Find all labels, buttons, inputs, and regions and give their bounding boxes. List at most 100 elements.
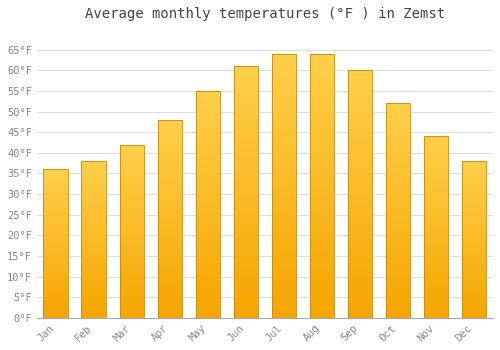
- Bar: [120, 256, 144, 259]
- Bar: [44, 235, 68, 238]
- Bar: [196, 268, 220, 273]
- Bar: [234, 222, 258, 227]
- Bar: [82, 287, 106, 290]
- Bar: [120, 314, 144, 318]
- Bar: [82, 220, 106, 224]
- Bar: [234, 172, 258, 177]
- Bar: [462, 167, 486, 170]
- Bar: [386, 138, 410, 142]
- Bar: [158, 219, 182, 223]
- Bar: [158, 203, 182, 207]
- Bar: [120, 172, 144, 176]
- Bar: [310, 260, 334, 265]
- Bar: [158, 306, 182, 310]
- Bar: [424, 310, 448, 314]
- Bar: [462, 246, 486, 249]
- Bar: [196, 236, 220, 241]
- Bar: [462, 290, 486, 293]
- Bar: [310, 102, 334, 107]
- Bar: [44, 261, 68, 264]
- Bar: [158, 278, 182, 282]
- Bar: [462, 284, 486, 287]
- Bar: [196, 309, 220, 313]
- Bar: [272, 207, 296, 212]
- Bar: [234, 308, 258, 313]
- Bar: [424, 293, 448, 296]
- Bar: [44, 229, 68, 232]
- Bar: [348, 308, 372, 313]
- Bar: [158, 120, 182, 318]
- Bar: [310, 170, 334, 175]
- Bar: [234, 187, 258, 192]
- Bar: [234, 313, 258, 318]
- Bar: [462, 205, 486, 208]
- Bar: [386, 103, 410, 107]
- Bar: [310, 59, 334, 64]
- Bar: [44, 279, 68, 282]
- Bar: [158, 160, 182, 163]
- Bar: [158, 211, 182, 215]
- Bar: [44, 193, 68, 196]
- Bar: [120, 224, 144, 228]
- Bar: [44, 187, 68, 190]
- Bar: [44, 264, 68, 267]
- Bar: [348, 189, 372, 194]
- Bar: [196, 209, 220, 214]
- Bar: [234, 283, 258, 288]
- Bar: [386, 146, 410, 150]
- Bar: [120, 203, 144, 207]
- Bar: [196, 123, 220, 127]
- Bar: [234, 112, 258, 117]
- Bar: [234, 76, 258, 81]
- Bar: [234, 157, 258, 162]
- Bar: [44, 291, 68, 294]
- Bar: [424, 303, 448, 307]
- Bar: [82, 193, 106, 196]
- Bar: [158, 136, 182, 140]
- Bar: [424, 180, 448, 183]
- Bar: [272, 160, 296, 165]
- Bar: [348, 110, 372, 115]
- Bar: [44, 282, 68, 285]
- Bar: [424, 136, 448, 140]
- Bar: [424, 176, 448, 180]
- Bar: [120, 231, 144, 235]
- Bar: [196, 218, 220, 223]
- Bar: [158, 231, 182, 235]
- Bar: [158, 187, 182, 191]
- Bar: [196, 191, 220, 195]
- Bar: [44, 267, 68, 270]
- Bar: [196, 204, 220, 209]
- Bar: [196, 300, 220, 304]
- Bar: [234, 298, 258, 303]
- Bar: [348, 140, 372, 145]
- Bar: [82, 261, 106, 265]
- Bar: [120, 145, 144, 148]
- Bar: [82, 293, 106, 296]
- Bar: [348, 273, 372, 278]
- Bar: [348, 115, 372, 120]
- Bar: [462, 174, 486, 177]
- Bar: [82, 268, 106, 271]
- Bar: [158, 239, 182, 243]
- Bar: [234, 303, 258, 308]
- Bar: [82, 246, 106, 249]
- Bar: [348, 298, 372, 303]
- Bar: [196, 154, 220, 159]
- Bar: [424, 271, 448, 274]
- Bar: [272, 233, 296, 239]
- Bar: [120, 304, 144, 307]
- Bar: [234, 182, 258, 187]
- Bar: [348, 313, 372, 318]
- Bar: [158, 298, 182, 302]
- Bar: [120, 287, 144, 290]
- Bar: [120, 290, 144, 294]
- Bar: [462, 315, 486, 318]
- Bar: [196, 127, 220, 132]
- Bar: [120, 197, 144, 200]
- Bar: [82, 239, 106, 243]
- Bar: [82, 211, 106, 215]
- Bar: [44, 315, 68, 318]
- Bar: [44, 172, 68, 175]
- Bar: [44, 246, 68, 250]
